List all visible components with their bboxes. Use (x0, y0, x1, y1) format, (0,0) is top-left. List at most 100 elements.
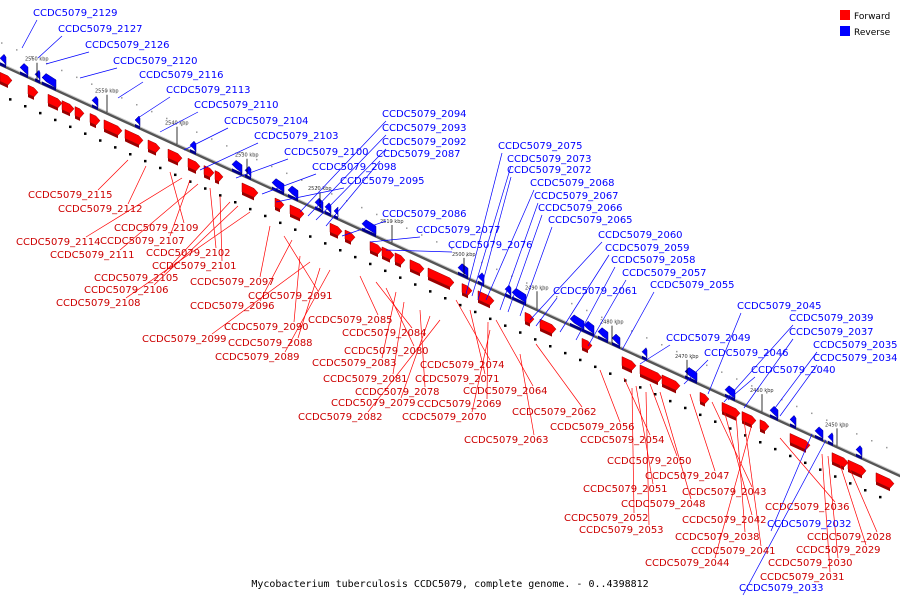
label-leader-lines (21, 19, 878, 596)
tick-mark (519, 331, 522, 334)
reverse-gene-label: CCDC5079_2113 (166, 85, 251, 96)
forward-gene-label: CCDC5079_2064 (463, 386, 548, 397)
tick-mark (856, 433, 858, 435)
tick-mark (429, 290, 432, 293)
tick-mark (144, 159, 147, 163)
legend-reverse-label: Reverse (854, 28, 891, 38)
tick-mark (54, 118, 57, 122)
tick-mark (436, 241, 438, 243)
forward-label-leader (779, 437, 836, 503)
reverse-gene-block (34, 69, 41, 84)
forward-gene-label: CCDC5079_2038 (675, 532, 760, 543)
forward-gene-block (409, 259, 425, 277)
forward-gene-label: CCDC5079_2114 (16, 237, 101, 248)
scale-label: 2530 kbp (235, 153, 259, 159)
tick-mark (886, 446, 888, 449)
tick-mark (136, 104, 138, 106)
reverse-gene-label: CCDC5079_2100 (284, 147, 369, 158)
tick-mark (774, 447, 777, 451)
forward-gene-label: CCDC5079_2042 (682, 515, 767, 526)
forward-gene-label: CCDC5079_2105 (94, 273, 179, 284)
tick-mark (391, 220, 393, 223)
forward-gene-label: CCDC5079_2030 (768, 558, 853, 569)
reverse-gene-label: CCDC5079_2093 (382, 123, 467, 134)
tick-mark (234, 201, 237, 204)
forward-gene-block (381, 246, 395, 263)
reverse-gene-label: CCDC5079_2059 (605, 243, 690, 254)
tick-mark (684, 406, 687, 410)
forward-gene-label: CCDC5079_2108 (56, 298, 141, 309)
forward-gene-block (329, 222, 343, 239)
forward-gene-block (47, 93, 63, 111)
tick-mark (796, 405, 798, 408)
reverse-gene-block (789, 415, 797, 430)
forward-label-leader (119, 183, 199, 251)
scale-labels: 2560 kbp 2550 kbp 2540 kbp 2530 kbp 2520 kbp… (25, 57, 849, 446)
forward-label-leader (599, 369, 621, 423)
tick-mark (556, 296, 558, 298)
forward-label-leader (723, 409, 753, 516)
tick-mark (241, 152, 243, 154)
forward-gene-label: CCDC5079_2052 (564, 513, 649, 524)
tick-mark (631, 330, 633, 332)
tick-mark (871, 440, 873, 442)
forward-gene-block (699, 391, 710, 407)
reverse-gene-block (597, 327, 609, 344)
tick-mark (706, 364, 708, 367)
tick-mark (744, 434, 747, 437)
forward-label-leader (821, 453, 831, 573)
tick-mark (669, 399, 672, 403)
gene-blocks (0, 53, 895, 492)
tick-mark (841, 426, 843, 428)
tick-mark (99, 139, 102, 142)
reverse-label-leader (529, 241, 603, 321)
tick-mark (61, 69, 63, 72)
tick-mark (646, 337, 648, 339)
forward-label-leader (400, 315, 431, 399)
forward-gene-label: CCDC5079_2111 (50, 250, 135, 261)
tick-mark (166, 117, 168, 120)
tick-mark (129, 153, 132, 156)
forward-label-leader (519, 353, 535, 436)
forward-label-leader (385, 287, 415, 347)
forward-label-leader (714, 423, 753, 559)
forward-gene-block (875, 472, 895, 492)
tick-mark (609, 372, 612, 375)
reverse-gene-block (569, 314, 585, 333)
forward-gene-label: CCDC5079_2112 (58, 204, 143, 215)
forward-gene-block (27, 84, 39, 100)
forward-gene-block (369, 241, 383, 258)
reverse-gene-block (314, 197, 324, 213)
forward-label-leader (169, 171, 185, 224)
reverse-label-leader (137, 96, 171, 119)
tick-mark (264, 214, 267, 218)
forward-label-leader (381, 291, 397, 359)
forward-gene-block (661, 374, 681, 394)
forward-gene-label: CCDC5079_2078 (355, 387, 440, 398)
forward-gene-label: CCDC5079_2088 (228, 338, 313, 349)
forward-gene-label: CCDC5079_2054 (580, 435, 665, 446)
reverse-gene-label: CCDC5079_2033 (739, 583, 824, 594)
reverse-label-leader (341, 220, 387, 237)
reverse-label-leader (45, 51, 90, 65)
forward-gene-label: CCDC5079_2084 (342, 328, 427, 339)
forward-label-leader (471, 329, 491, 413)
legend-forward-label: Forward (854, 12, 890, 22)
forward-gene-block (124, 129, 144, 148)
reverse-gene-label: CCDC5079_2127 (58, 24, 143, 35)
tick-mark (421, 234, 423, 236)
reverse-gene-block (457, 263, 469, 280)
scale-label: 2460 kbp (750, 388, 774, 394)
reverse-gene-block (611, 333, 621, 349)
tick-mark (211, 138, 213, 140)
tick-mark (751, 385, 753, 387)
tick-mark (174, 173, 177, 177)
forward-label-leader (659, 391, 692, 500)
tick-mark (759, 441, 762, 444)
tick-mark (781, 398, 783, 401)
forward-gene-block (167, 148, 183, 166)
forward-gene-block (241, 182, 259, 201)
tick-mark (451, 248, 453, 250)
tick-mark (369, 262, 372, 266)
forward-gene-block (74, 106, 85, 121)
